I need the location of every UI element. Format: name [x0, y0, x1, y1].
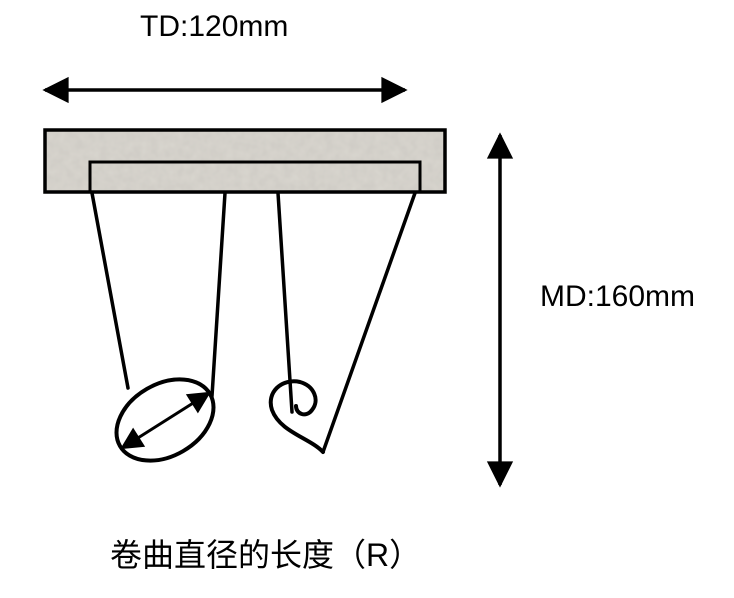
td-label: TD:120mm	[140, 10, 288, 44]
curl-caption: 卷曲直径的长度（R）	[110, 530, 421, 576]
right-curl-spiral	[271, 381, 323, 452]
left-cone	[92, 193, 225, 396]
diagram-canvas: TD:120mm MD:160mm 卷曲直径的长度（R）	[0, 0, 734, 598]
md-label: MD:160mm	[540, 280, 695, 314]
